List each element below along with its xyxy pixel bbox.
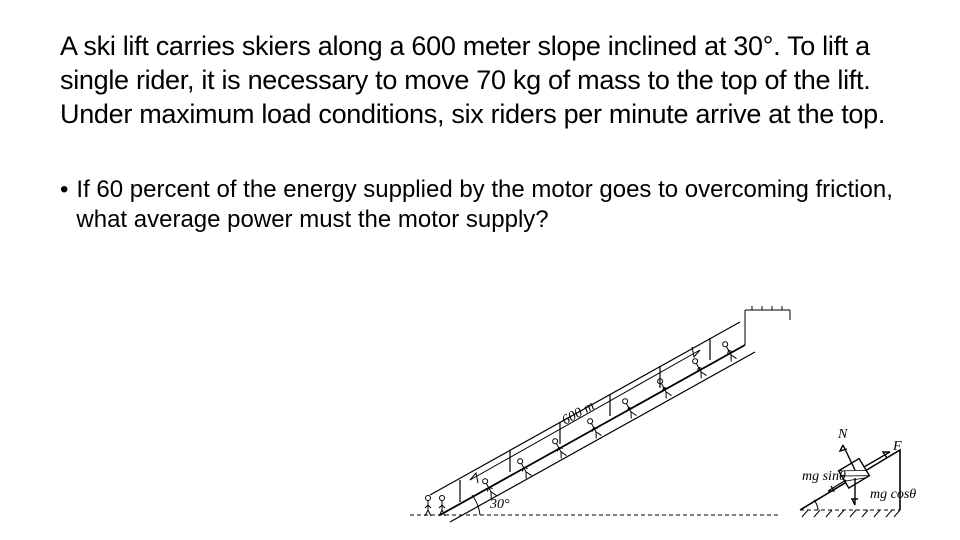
diagram-svg: 600 m 30° bbox=[400, 290, 920, 530]
mgcos-label: mg cosθ bbox=[870, 487, 916, 502]
mgsin-label: mg sinθ bbox=[802, 469, 846, 484]
force-F-label: F bbox=[892, 439, 902, 454]
angle-label: 30° bbox=[489, 497, 510, 512]
question-item: • If 60 percent of the energy supplied b… bbox=[60, 175, 900, 235]
question-text: If 60 percent of the energy supplied by … bbox=[76, 175, 900, 235]
problem-statement: A ski lift carries skiers along a 600 me… bbox=[60, 30, 900, 131]
normal-label: N bbox=[837, 427, 848, 442]
ski-lift-diagram: 600 m 30° bbox=[400, 290, 920, 530]
bullet: • bbox=[60, 175, 68, 235]
